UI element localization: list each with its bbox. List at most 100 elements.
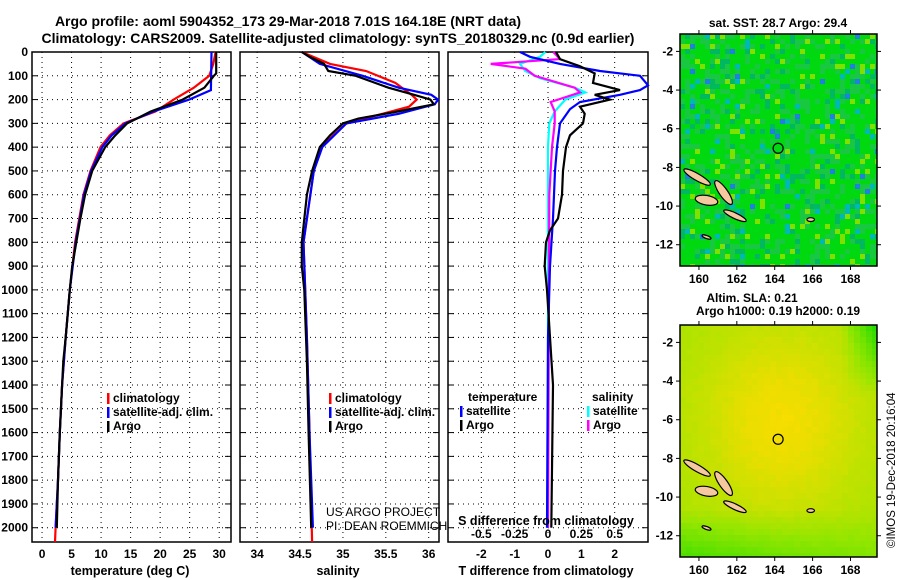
map-cell bbox=[815, 124, 820, 129]
map-cell bbox=[785, 89, 790, 94]
map-cell bbox=[680, 199, 685, 204]
map-cell bbox=[815, 64, 820, 69]
map-cell bbox=[770, 415, 776, 421]
map-cell bbox=[755, 114, 760, 119]
map-cell bbox=[692, 553, 698, 557]
map-cell bbox=[875, 249, 877, 254]
map-cell bbox=[830, 517, 836, 523]
map-cell bbox=[794, 379, 800, 385]
map-cell bbox=[690, 114, 695, 119]
panel-frame bbox=[31, 51, 232, 543]
map-lat-label: -4 bbox=[662, 374, 673, 388]
s-tick-label: 0.5 bbox=[606, 527, 623, 541]
map-cell bbox=[866, 433, 872, 439]
map-cell bbox=[825, 254, 830, 259]
map-cell bbox=[850, 94, 855, 99]
map-cell bbox=[795, 64, 800, 69]
map-cell bbox=[800, 149, 805, 154]
map-cell bbox=[830, 109, 835, 114]
depth-tick-label: 1200 bbox=[1, 330, 28, 344]
map-cell bbox=[855, 74, 860, 79]
map-cell bbox=[730, 219, 735, 224]
map-cell bbox=[800, 481, 806, 487]
map-cell bbox=[698, 409, 704, 415]
map-cell bbox=[815, 99, 820, 104]
map-cell bbox=[705, 104, 710, 109]
map-cell bbox=[785, 259, 790, 264]
map-cell bbox=[820, 214, 825, 219]
map-cell bbox=[845, 184, 850, 189]
map-cell bbox=[850, 179, 855, 184]
map-cell bbox=[818, 439, 824, 445]
map-cell bbox=[765, 154, 770, 159]
map-cell bbox=[755, 224, 760, 229]
map-cell bbox=[728, 355, 734, 361]
map-cell bbox=[835, 49, 840, 54]
map-cell bbox=[835, 194, 840, 199]
map-cell bbox=[690, 194, 695, 199]
map-cell bbox=[836, 439, 842, 445]
map-cell bbox=[785, 49, 790, 54]
map-cell bbox=[818, 547, 824, 553]
legend-label: satellite-adj. clim. bbox=[335, 405, 435, 419]
map-cell bbox=[698, 397, 704, 403]
map-cell bbox=[835, 139, 840, 144]
map-cell bbox=[806, 373, 812, 379]
map-cell bbox=[815, 219, 820, 224]
map-cell bbox=[795, 184, 800, 189]
depth-tick-label: 0 bbox=[21, 45, 28, 59]
map-cell bbox=[800, 445, 806, 451]
map-cell bbox=[755, 84, 760, 89]
map-cell bbox=[842, 529, 848, 535]
map-cell bbox=[730, 114, 735, 119]
map-cell bbox=[840, 169, 845, 174]
map-cell bbox=[765, 214, 770, 219]
map-cell bbox=[735, 189, 740, 194]
map-cell bbox=[710, 433, 716, 439]
map-cell bbox=[785, 164, 790, 169]
map-cell bbox=[815, 214, 820, 219]
map-cell bbox=[825, 264, 830, 266]
map-cell bbox=[840, 49, 845, 54]
map-cell bbox=[730, 139, 735, 144]
map-cell bbox=[770, 487, 776, 493]
map-cell bbox=[698, 511, 704, 517]
map-cell bbox=[820, 259, 825, 264]
depth-tick-label: 700 bbox=[8, 212, 28, 226]
map-cell bbox=[855, 164, 860, 169]
map-cell bbox=[755, 249, 760, 254]
map-cell bbox=[740, 79, 745, 84]
map-cell bbox=[805, 79, 810, 84]
map-cell bbox=[740, 139, 745, 144]
map-cell bbox=[715, 149, 720, 154]
map-cell bbox=[728, 343, 734, 349]
map-cell bbox=[795, 69, 800, 74]
map-cell bbox=[806, 409, 812, 415]
map-cell bbox=[842, 367, 848, 373]
map-cell bbox=[698, 391, 704, 397]
map-cell bbox=[722, 523, 728, 529]
map-cell bbox=[818, 367, 824, 373]
map-cell bbox=[770, 373, 776, 379]
map-cell bbox=[776, 523, 782, 529]
map-cell bbox=[746, 349, 752, 355]
map-cell bbox=[845, 94, 850, 99]
map-cell bbox=[810, 79, 815, 84]
map-cell bbox=[734, 355, 740, 361]
map-cell bbox=[680, 349, 686, 355]
map-cell bbox=[830, 529, 836, 535]
map-cell bbox=[695, 79, 700, 84]
map-cell bbox=[745, 69, 750, 74]
map-cell bbox=[740, 109, 745, 114]
map-cell bbox=[710, 149, 715, 154]
map-cell bbox=[805, 209, 810, 214]
map-cell bbox=[690, 154, 695, 159]
map-cell bbox=[710, 337, 716, 343]
map-cell bbox=[690, 144, 695, 149]
map-cell bbox=[800, 59, 805, 64]
map-cell bbox=[854, 523, 860, 529]
map-cell bbox=[725, 264, 730, 266]
panel-frame bbox=[239, 51, 440, 543]
map-cell bbox=[705, 254, 710, 259]
map-cell bbox=[836, 499, 842, 505]
